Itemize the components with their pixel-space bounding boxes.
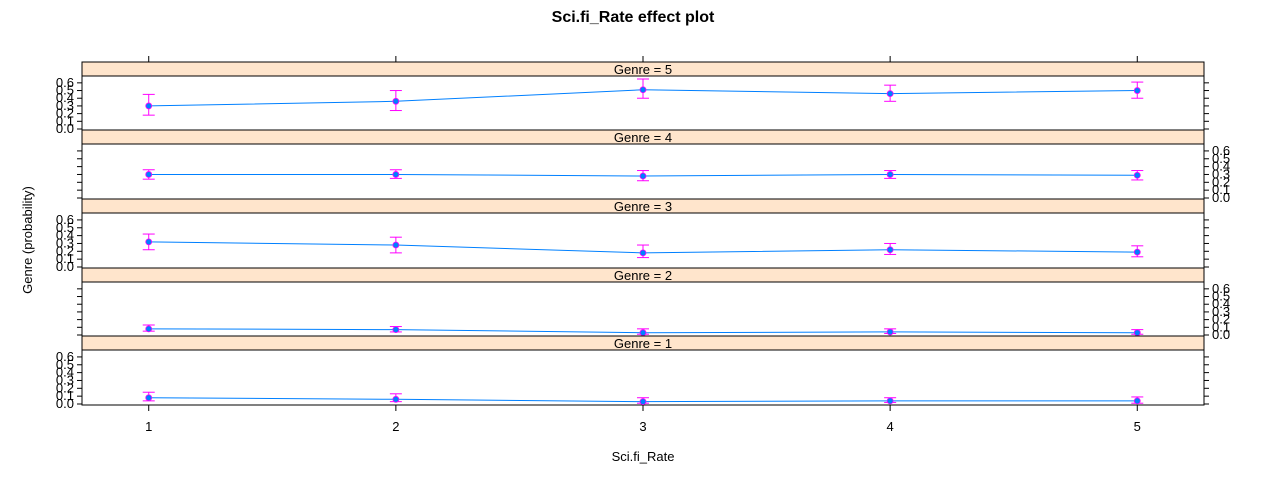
strip	[81, 335, 1205, 351]
y-tick-label: 0.4	[1212, 159, 1230, 174]
panel-2: Genre = 4 0.00.10.20.30.40.50.6	[77, 129, 1230, 205]
data-point	[1133, 248, 1141, 256]
data-point	[639, 249, 647, 257]
y-tick-label: 0.6	[56, 75, 74, 90]
strip-label: Genre = 3	[614, 199, 672, 214]
panel-1: Genre = 5 0.00.10.20.30.40.50.6	[56, 61, 1209, 136]
data-point	[392, 326, 400, 334]
x-tick-label: 4	[887, 419, 894, 434]
y-tick-label: 0.1	[1212, 319, 1230, 334]
y-tick-label: 0.6	[1212, 281, 1230, 296]
data-point	[145, 102, 153, 110]
data-point	[639, 86, 647, 94]
y-tick-label: 0.5	[1212, 289, 1230, 304]
y-tick-label: 0.0	[56, 396, 74, 411]
x-tick-label: 2	[392, 419, 399, 434]
y-axis-label: Genre (probability)	[20, 186, 35, 294]
panel-4: Genre = 2 0.00.10.20.30.40.50.6	[77, 267, 1230, 342]
data-point	[145, 394, 153, 402]
y-tick-label: 0.1	[56, 113, 74, 128]
data-point	[392, 171, 400, 178]
y-tick-label: 0.6	[56, 212, 74, 227]
data-point	[1133, 87, 1141, 94]
y-tick-label: 0.5	[56, 357, 74, 372]
x-tick-label: 3	[639, 419, 646, 434]
y-tick-label: 0.6	[1212, 143, 1230, 158]
data-point	[886, 171, 894, 178]
y-tick-label: 0.3	[56, 372, 74, 387]
y-tick-label: 0.1	[56, 388, 74, 403]
x-tick-label: 5	[1134, 419, 1141, 434]
y-tick-label: 0.4	[56, 90, 74, 105]
data-point	[392, 395, 400, 403]
strip-label: Genre = 1	[614, 336, 672, 351]
y-tick-label: 0.2	[56, 106, 74, 121]
y-tick-label: 0.2	[1212, 174, 1230, 189]
strip-label: Genre = 4	[614, 130, 672, 145]
panel-5: Genre = 1 0.00.10.20.30.40.50.6	[56, 335, 1209, 411]
y-tick-label: 0.2	[56, 243, 74, 258]
data-point	[392, 97, 400, 105]
x-tick-label: 1	[145, 419, 152, 434]
y-tick-label: 0.3	[1212, 304, 1230, 319]
y-tick-label: 0.3	[56, 98, 74, 113]
data-point	[145, 238, 153, 246]
y-tick-label: 0.1	[1212, 182, 1230, 197]
y-tick-label: 0.2	[56, 380, 74, 395]
strip-label: Genre = 2	[614, 268, 672, 283]
data-point	[886, 328, 894, 336]
x-axis: 1 2 3 4 5	[145, 56, 1141, 434]
data-point	[1133, 397, 1141, 405]
data-point	[886, 397, 894, 405]
data-point	[639, 329, 647, 337]
y-tick-label: 0.4	[56, 365, 74, 380]
y-tick-label: 0.6	[56, 349, 74, 364]
data-point	[639, 172, 647, 180]
chart-title: Sci.fi_Rate effect plot	[552, 9, 715, 26]
strip	[81, 198, 1205, 214]
y-tick-label: 0.3	[1212, 166, 1230, 181]
data-point	[1133, 171, 1141, 179]
data-point	[886, 90, 894, 98]
y-tick-label: 0.3	[56, 235, 74, 250]
data-point	[886, 246, 894, 254]
y-tick-label: 0.0	[1212, 190, 1230, 205]
y-tick-label: 0.0	[56, 121, 74, 136]
y-tick-label: 0.5	[56, 83, 74, 98]
data-point	[145, 325, 153, 333]
x-axis-label: Sci.fi_Rate	[612, 449, 675, 464]
data-point	[392, 241, 400, 249]
y-tick-label: 0.1	[56, 251, 74, 266]
y-tick-label: 0.4	[1212, 296, 1230, 311]
y-tick-label: 0.0	[56, 259, 74, 274]
y-tick-label: 0.4	[56, 228, 74, 243]
strip-label: Genre = 5	[614, 62, 672, 77]
strip	[81, 129, 1205, 145]
y-tick-label: 0.5	[1212, 151, 1230, 166]
data-point	[639, 398, 647, 406]
strip	[81, 267, 1205, 283]
panel-3: Genre = 3 0.00.10.20.30.40.50.6	[56, 198, 1209, 274]
data-point	[145, 171, 153, 178]
data-point	[1133, 329, 1141, 337]
y-tick-label: 0.2	[1212, 312, 1230, 327]
y-tick-label: 0.5	[56, 220, 74, 235]
y-tick-label: 0.0	[1212, 327, 1230, 342]
